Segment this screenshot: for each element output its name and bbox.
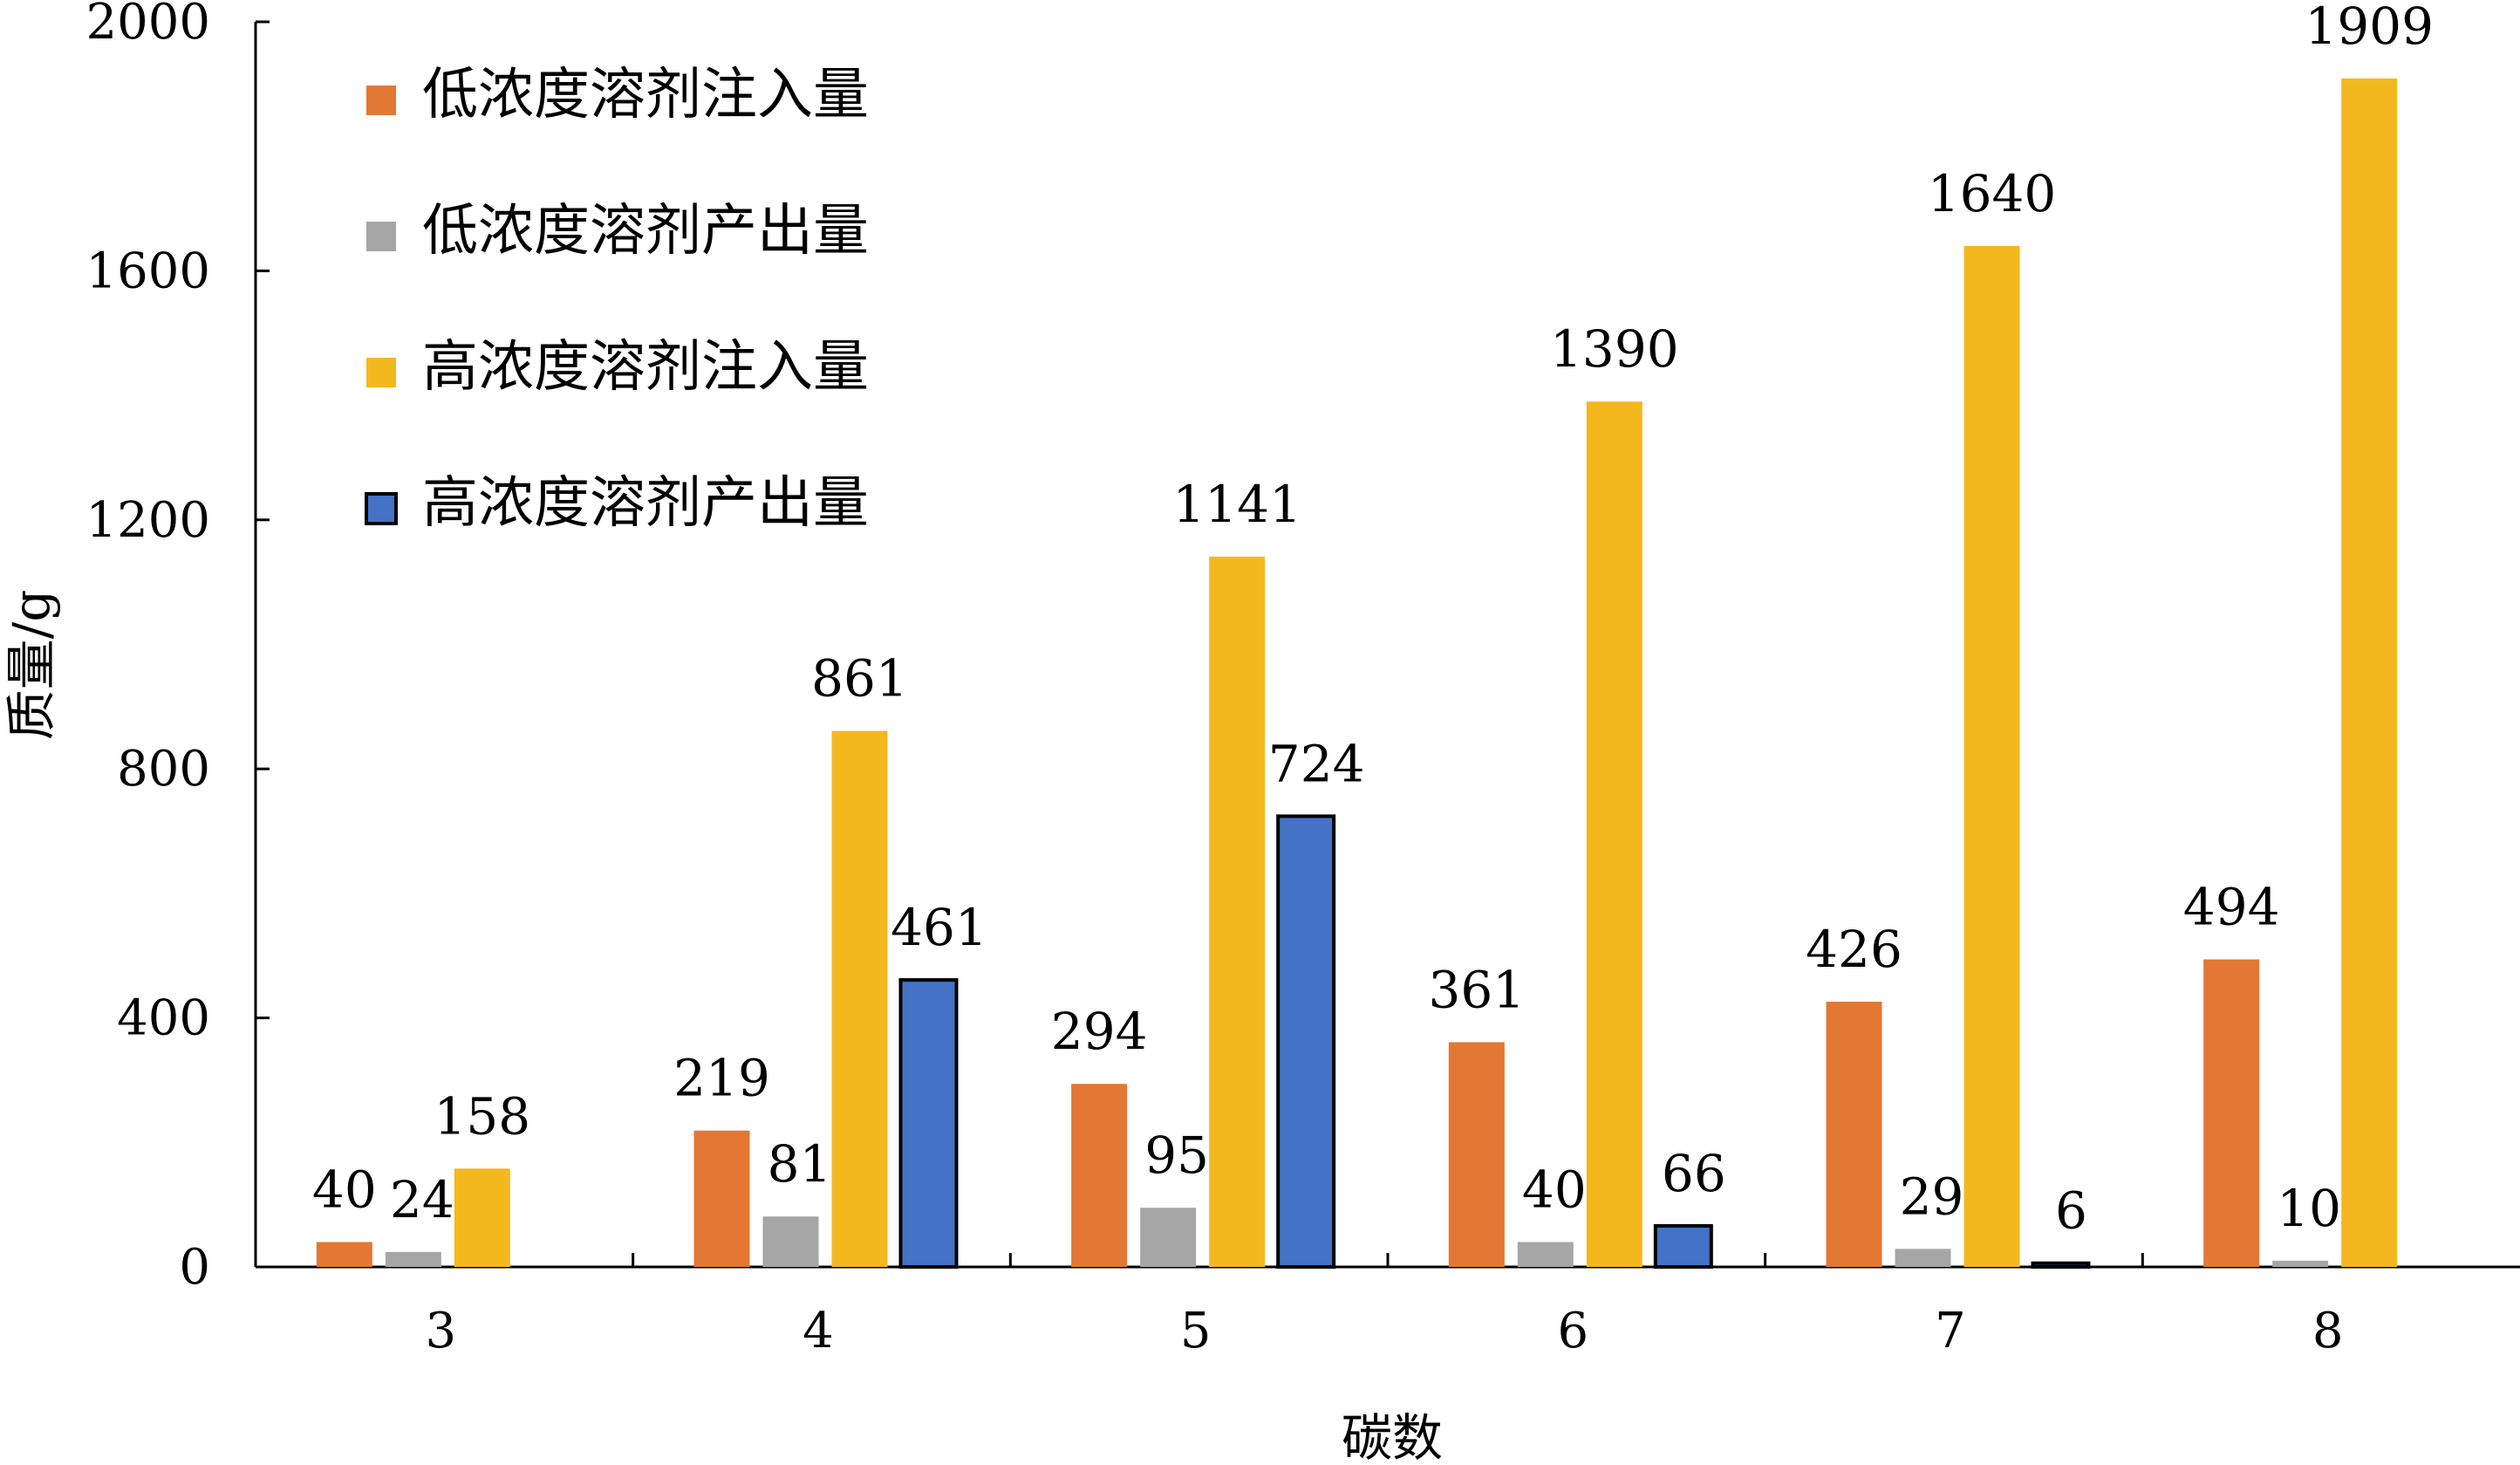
data-label: 461 <box>891 898 987 957</box>
bar <box>1517 1242 1574 1267</box>
legend-label: 低浓度溶剂注入量 <box>422 63 869 127</box>
data-labels: 40 24158219818614612949511417243614013906… <box>312 0 2434 1241</box>
data-label: 40 <box>1522 1160 1587 1219</box>
bar <box>1895 1249 1951 1267</box>
legend-swatch <box>366 222 396 251</box>
data-label: 10 <box>2277 1179 2341 1238</box>
data-label: 219 <box>673 1049 770 1108</box>
data-label: 81 <box>768 1134 832 1194</box>
x-tick-label: 4 <box>802 1303 834 1359</box>
data-label: 1640 <box>1928 164 2057 223</box>
bar <box>762 1216 819 1267</box>
bars <box>316 78 2398 1270</box>
bar <box>831 730 888 1267</box>
data-label: 1141 <box>1172 475 1301 534</box>
bar <box>2341 78 2398 1268</box>
bar <box>1653 1223 1713 1270</box>
data-label: 6 <box>2055 1181 2087 1241</box>
bar <box>898 978 959 1270</box>
y-tick-label: 1600 <box>85 243 210 299</box>
data-label: 66 <box>1662 1144 1726 1203</box>
data-label: 1390 <box>1550 319 1679 379</box>
x-tick-label: 8 <box>2312 1303 2344 1359</box>
bar <box>454 1168 510 1267</box>
bar <box>1071 1084 1128 1267</box>
legend-swatch <box>366 86 396 115</box>
y-tick-label: 800 <box>117 741 210 798</box>
legend-label: 高浓度溶剂产出量 <box>422 471 869 536</box>
data-label: 24 <box>390 1170 454 1229</box>
x-tick-label: 5 <box>1180 1303 1212 1359</box>
bar <box>2203 959 2260 1267</box>
data-label: 494 <box>2183 878 2280 937</box>
data-label: 29 <box>1900 1167 1964 1226</box>
data-label: 1909 <box>2305 0 2434 56</box>
bar <box>316 1242 372 1267</box>
data-label: 861 <box>811 649 908 709</box>
bar <box>1963 245 2020 1267</box>
y-tick-label: 1200 <box>85 492 210 549</box>
bar <box>1826 1002 1882 1267</box>
bar <box>1448 1042 1505 1267</box>
data-label: 426 <box>1806 920 1902 979</box>
bar <box>385 1251 441 1267</box>
y-axis-title: 质量/g <box>2 590 61 741</box>
bar <box>2031 1261 2091 1269</box>
data-label: 158 <box>434 1086 530 1146</box>
bar <box>693 1130 750 1267</box>
legend-label: 高浓度溶剂注入量 <box>422 335 869 400</box>
data-label: 40 <box>312 1160 377 1219</box>
axes: 0 400 800 1200 1600 2000 3 4 5 6 7 8 <box>85 0 2520 1359</box>
bar <box>1209 556 1266 1267</box>
data-label: 294 <box>1051 1002 1148 1061</box>
legend-swatch <box>366 358 396 387</box>
legend-label: 低浓度溶剂产出量 <box>422 199 869 264</box>
legend-swatch <box>365 492 398 525</box>
x-tick-label: 6 <box>1558 1303 1589 1359</box>
y-tick-label: 0 <box>179 1239 210 1296</box>
x-tick-label: 3 <box>426 1303 457 1359</box>
bar <box>1276 814 1336 1269</box>
bar <box>2272 1260 2329 1267</box>
data-label: 361 <box>1428 960 1525 1019</box>
bar <box>1586 401 1642 1267</box>
y-tick-label: 2000 <box>85 0 210 51</box>
bar <box>1140 1208 1197 1267</box>
data-label: 724 <box>1268 734 1365 793</box>
y-tick-label: 400 <box>117 990 210 1047</box>
x-tick-label: 7 <box>1935 1303 1966 1359</box>
x-axis-title: 碳数 <box>1342 1408 1443 1465</box>
data-label: 95 <box>1144 1126 1209 1185</box>
